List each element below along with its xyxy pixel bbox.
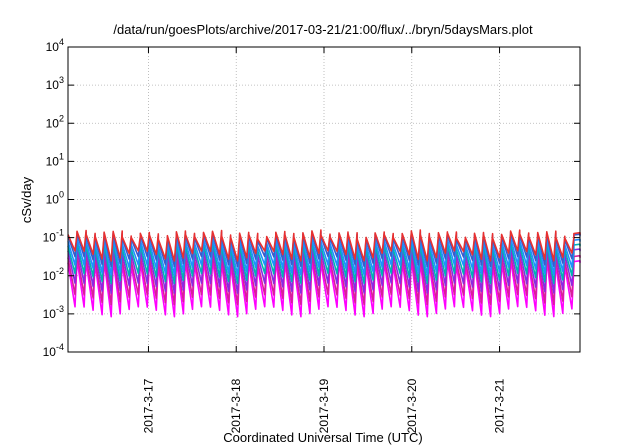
y-tick-label: 104 <box>46 37 64 54</box>
x-tick-label: 2017-3-17 <box>141 378 155 433</box>
y-tick-label: 101 <box>46 151 64 168</box>
y-tick-label: 10-4 <box>43 342 64 359</box>
series-line <box>67 229 581 262</box>
y-tick-label: 103 <box>46 75 64 92</box>
y-tick-label: 102 <box>46 113 64 130</box>
x-tick-label: 2017-3-19 <box>317 378 331 433</box>
x-axis-label: Coordinated Universal Time (UTC) <box>223 430 422 445</box>
x-tick-label: 2017-3-20 <box>405 378 419 433</box>
series-group <box>67 229 581 318</box>
y-tick-label: 10-3 <box>43 304 64 321</box>
y-tick-label: 100 <box>46 190 64 207</box>
x-tick-label: 2017-3-21 <box>493 378 507 433</box>
x-tick-label: 2017-3-18 <box>229 378 243 433</box>
y-axis-label: cSv/day <box>19 176 34 223</box>
y-tick-label: 10-1 <box>43 228 64 245</box>
x-ticks: 2017-3-17 2017-3-18 2017-3-19 2017-3-20 2017… <box>141 47 507 433</box>
y-ticks: 10-4 10-3 10-2 10-1 100 101 102 103 104 <box>43 37 580 359</box>
chart-title: /data/run/goesPlots/archive/2017-03-21/2… <box>113 22 533 37</box>
y-tick-label: 10-2 <box>43 266 64 283</box>
